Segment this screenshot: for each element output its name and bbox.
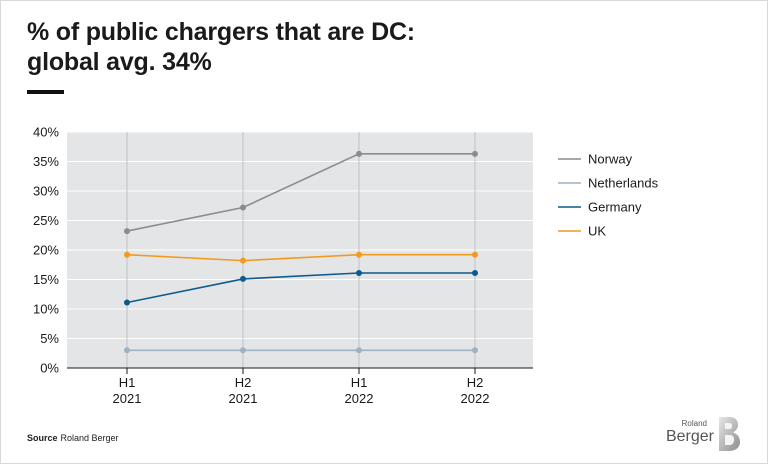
source-note: Source Roland Berger <box>27 433 119 443</box>
data-point-norway <box>240 204 246 211</box>
data-point-germany <box>240 275 246 282</box>
data-point-netherlands <box>356 347 362 354</box>
series-line-uk <box>126 253 475 262</box>
chart-title: % of public chargers that are DC: global… <box>27 17 415 77</box>
y-tick-label: 5% <box>40 331 59 346</box>
logo-word-berger: Berger <box>665 428 714 445</box>
logo-word-roland: Roland <box>681 419 707 428</box>
data-point-germany <box>356 270 362 277</box>
x-tick-label-half: H1 <box>119 375 136 390</box>
x-tick-label-year: 2021 <box>113 391 142 406</box>
chart-title-line2: global avg. 34% <box>27 48 212 76</box>
data-point-uk <box>240 257 246 264</box>
title-underline <box>27 90 64 94</box>
y-tick-label: 30% <box>33 184 59 199</box>
legend-label-netherlands: Netherlands <box>588 176 659 191</box>
y-tick-label: 20% <box>33 243 59 258</box>
data-point-uk <box>472 251 478 258</box>
data-point-netherlands <box>124 347 130 354</box>
legend-label-norway: Norway <box>588 152 633 167</box>
y-tick-label: 0% <box>40 361 59 376</box>
y-tick-label: 25% <box>33 213 59 228</box>
legend-label-germany: Germany <box>588 200 642 215</box>
y-tick-label: 10% <box>33 302 59 317</box>
line-chart: 0%5%10%15%20%25%30%35%40%H12021H22021H12… <box>33 125 659 407</box>
y-tick-label: 40% <box>33 125 59 140</box>
x-tick-label-year: 2022 <box>345 391 374 406</box>
y-tick-label: 35% <box>33 154 59 169</box>
y-tick-label: 15% <box>33 272 59 287</box>
data-point-norway <box>472 150 478 157</box>
x-tick-label-half: H2 <box>467 375 484 390</box>
x-tick-label-half: H1 <box>351 375 368 390</box>
data-point-germany <box>472 270 478 277</box>
data-point-uk <box>356 251 362 258</box>
data-point-norway <box>356 150 362 157</box>
x-tick-label-year: 2022 <box>461 391 490 406</box>
data-point-norway <box>124 228 130 235</box>
x-tick-label-half: H2 <box>235 375 252 390</box>
series-line-norway <box>126 153 475 232</box>
data-point-uk <box>124 251 130 258</box>
source-text: Roland Berger <box>60 433 119 443</box>
chart-title-line1: % of public chargers that are DC: <box>27 18 415 46</box>
logo-b-mark-icon <box>719 417 740 451</box>
legend-label-uk: UK <box>588 224 606 239</box>
data-point-netherlands <box>240 347 246 354</box>
series-line-germany <box>126 272 475 304</box>
source-label: Source <box>27 433 58 443</box>
data-point-germany <box>124 299 130 306</box>
x-tick-label-year: 2021 <box>229 391 258 406</box>
roland-berger-logo: Roland Berger <box>661 414 741 454</box>
data-point-netherlands <box>472 347 478 354</box>
